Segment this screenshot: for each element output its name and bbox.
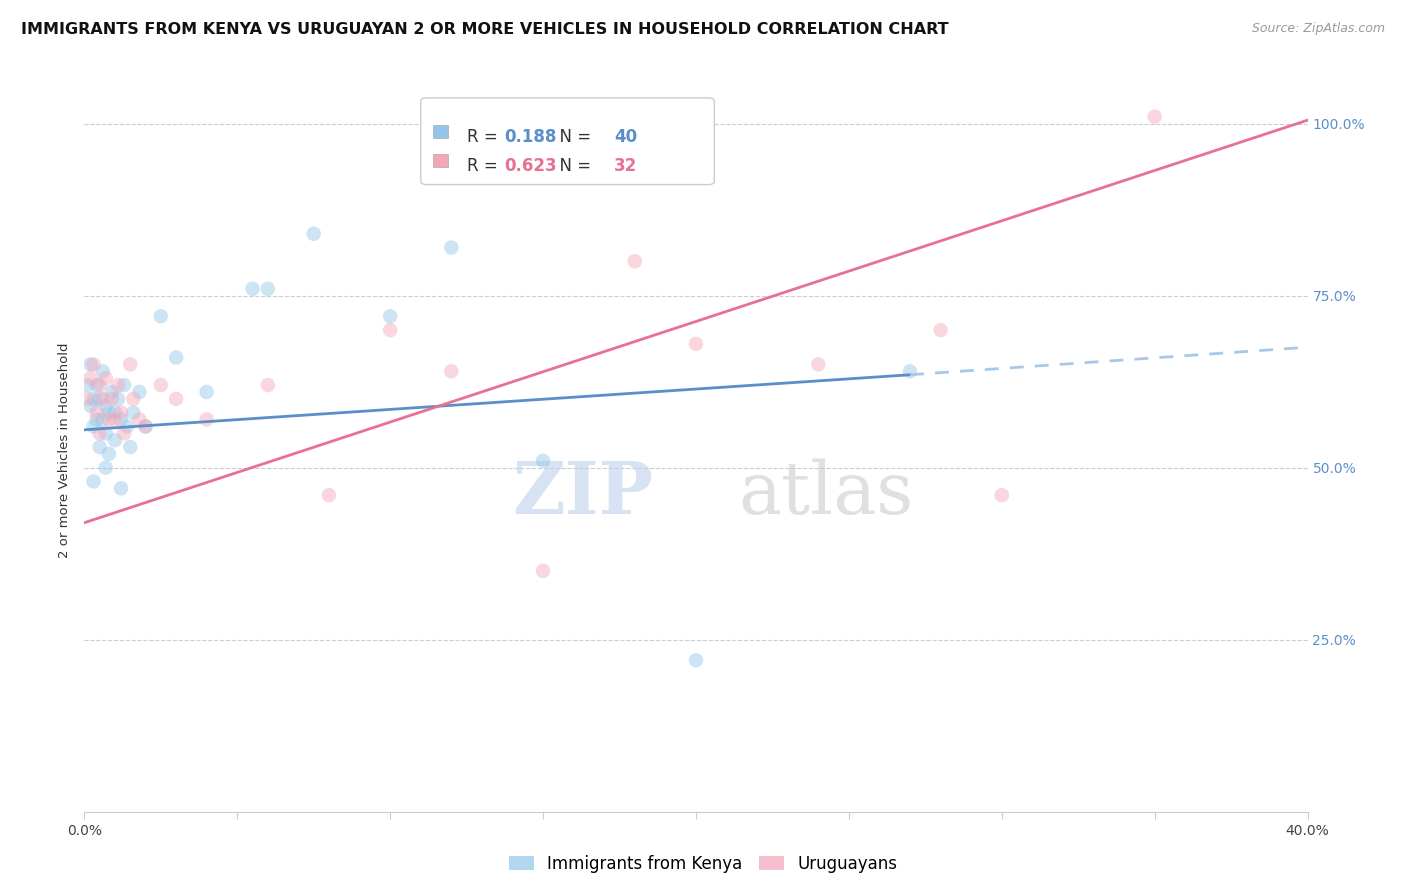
- Point: [380, 310, 402, 324]
- Text: 40: 40: [614, 128, 637, 146]
- Text: N =: N =: [550, 157, 596, 175]
- Text: IMMIGRANTS FROM KENYA VS URUGUAYAN 2 OR MORE VEHICLES IN HOUSEHOLD CORRELATION C: IMMIGRANTS FROM KENYA VS URUGUAYAN 2 OR …: [21, 22, 949, 37]
- FancyBboxPatch shape: [420, 98, 714, 185]
- Point: [128, 412, 150, 426]
- Point: [110, 412, 132, 426]
- Point: [83, 419, 105, 434]
- Point: [86, 406, 108, 420]
- Point: [89, 440, 111, 454]
- Point: [685, 653, 707, 667]
- Point: [94, 399, 117, 413]
- Point: [165, 351, 187, 365]
- Point: [86, 412, 108, 426]
- Text: atlas: atlas: [738, 458, 914, 529]
- Point: [624, 254, 647, 268]
- Point: [991, 488, 1014, 502]
- Point: [149, 378, 172, 392]
- Point: [531, 454, 554, 468]
- Point: [79, 358, 101, 372]
- Point: [135, 419, 157, 434]
- Point: [97, 406, 120, 420]
- Point: [76, 392, 98, 406]
- Bar: [433, 153, 449, 167]
- Point: [94, 371, 117, 385]
- Point: [115, 419, 138, 434]
- Point: [94, 460, 117, 475]
- Point: [120, 440, 142, 454]
- Point: [83, 475, 105, 489]
- Text: R =: R =: [467, 157, 503, 175]
- Point: [135, 419, 157, 434]
- Text: R =: R =: [467, 128, 503, 146]
- Point: [807, 358, 830, 372]
- Point: [898, 364, 921, 378]
- Text: 0.188: 0.188: [503, 128, 557, 146]
- Point: [79, 399, 101, 413]
- Point: [195, 412, 218, 426]
- Point: [104, 412, 127, 426]
- Point: [112, 426, 135, 441]
- Point: [104, 433, 127, 447]
- Point: [86, 378, 108, 392]
- Point: [318, 488, 340, 502]
- Point: [380, 323, 402, 337]
- Text: Source: ZipAtlas.com: Source: ZipAtlas.com: [1251, 22, 1385, 36]
- Point: [440, 240, 463, 254]
- Point: [101, 384, 124, 399]
- Point: [97, 412, 120, 426]
- Text: ZIP: ZIP: [512, 458, 654, 529]
- Point: [83, 358, 105, 372]
- Point: [83, 392, 105, 406]
- Point: [302, 227, 325, 241]
- Point: [257, 282, 280, 296]
- Point: [685, 336, 707, 351]
- Point: [91, 364, 114, 378]
- Point: [440, 364, 463, 378]
- Point: [76, 378, 98, 392]
- Bar: [433, 125, 449, 137]
- Point: [242, 282, 264, 296]
- Point: [929, 323, 952, 337]
- Point: [128, 384, 150, 399]
- Point: [91, 412, 114, 426]
- Legend: Immigrants from Kenya, Uruguayans: Immigrants from Kenya, Uruguayans: [502, 848, 904, 880]
- Point: [149, 310, 172, 324]
- Point: [122, 392, 145, 406]
- Text: N =: N =: [550, 128, 596, 146]
- Point: [110, 481, 132, 495]
- Point: [89, 426, 111, 441]
- Point: [107, 392, 129, 406]
- Point: [104, 406, 127, 420]
- Point: [107, 378, 129, 392]
- Text: 32: 32: [614, 157, 637, 175]
- Point: [122, 406, 145, 420]
- Point: [112, 378, 135, 392]
- Point: [120, 358, 142, 372]
- Text: 0.623: 0.623: [503, 157, 557, 175]
- Point: [89, 392, 111, 406]
- Point: [257, 378, 280, 392]
- Point: [94, 426, 117, 441]
- Point: [1143, 110, 1166, 124]
- Point: [97, 447, 120, 461]
- Point: [110, 406, 132, 420]
- Point: [165, 392, 187, 406]
- Y-axis label: 2 or more Vehicles in Household: 2 or more Vehicles in Household: [58, 343, 72, 558]
- Point: [79, 371, 101, 385]
- Point: [195, 384, 218, 399]
- Point: [531, 564, 554, 578]
- Point: [101, 392, 124, 406]
- Point: [91, 392, 114, 406]
- Point: [89, 378, 111, 392]
